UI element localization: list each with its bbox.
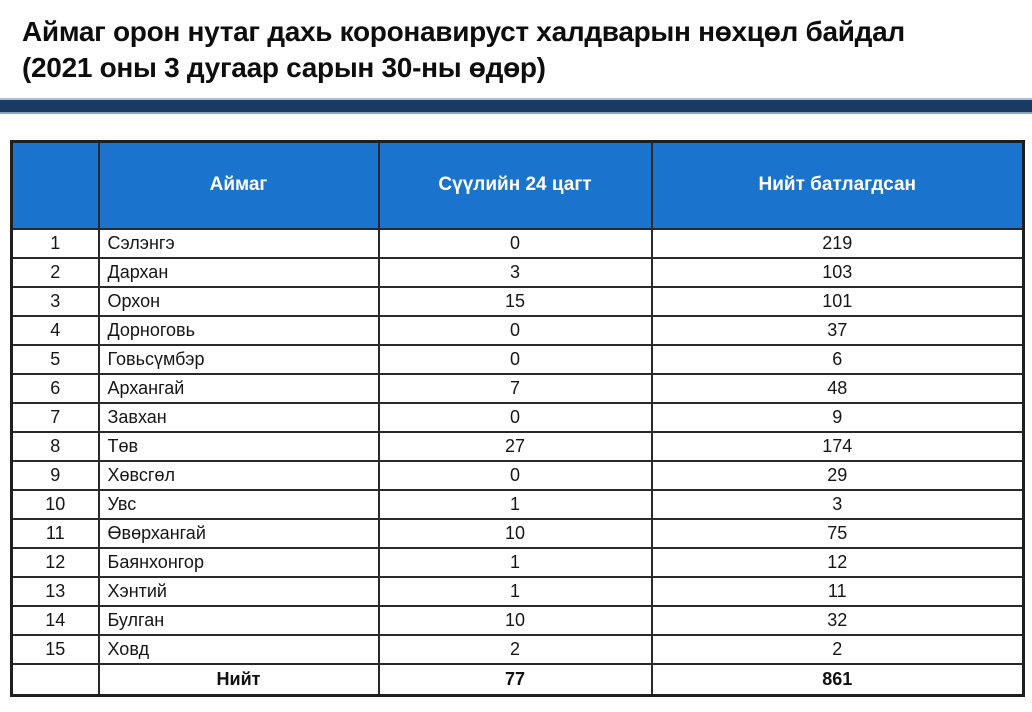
- row-number-column-header: [10, 140, 100, 231]
- row-number: 7: [10, 402, 100, 434]
- aimag-name: Хэнтий: [97, 576, 380, 608]
- total-row-label: Нийт: [97, 663, 380, 697]
- table-row: 9 Хөвсгөл 0 29: [10, 460, 1025, 492]
- total-row-empty-cell: [10, 663, 100, 697]
- aimag-name: Сэлэнгэ: [97, 228, 380, 260]
- row-number: 10: [10, 489, 100, 521]
- table-row: 5 Говьсүмбэр 0 6: [10, 344, 1025, 376]
- last24-value: 0: [377, 344, 653, 376]
- aimag-name: Булган: [97, 605, 380, 637]
- table-row: 1 Сэлэнгэ 0 219: [10, 228, 1025, 260]
- total-confirmed-value: 37: [650, 315, 1025, 347]
- last24-value: 0: [377, 402, 653, 434]
- total-confirmed-value: 48: [650, 373, 1025, 405]
- row-number: 3: [10, 286, 100, 318]
- table-body: 1 Сэлэнгэ 0 219 2 Дархан 3 103 3 Орхон 15 101 4 Дорно…: [10, 228, 1025, 666]
- table-row: 10 Увс 1 3: [10, 489, 1025, 521]
- last24-value: 15: [377, 286, 653, 318]
- aimag-name: Төв: [97, 431, 380, 463]
- last24-value: 1: [377, 489, 653, 521]
- table-row: 8 Төв 27 174: [10, 431, 1025, 463]
- title-block: Аймаг орон нутаг дахь коронавируст халдв…: [0, 0, 1032, 86]
- aimag-column-header: Аймаг: [97, 140, 380, 231]
- table-header-row: Аймаг Сүүлийн 24 цагт Нийт батлагдсан: [10, 140, 1025, 231]
- row-number: 9: [10, 460, 100, 492]
- row-number: 15: [10, 634, 100, 666]
- row-number: 6: [10, 373, 100, 405]
- table-row: 4 Дорноговь 0 37: [10, 315, 1025, 347]
- total-confirmed-value: 9: [650, 402, 1025, 434]
- total-confirmed-column-header: Нийт батлагдсан: [650, 140, 1025, 231]
- slide-title-line1: Аймаг орон нутаг дахь коронавируст халдв…: [22, 16, 905, 47]
- total-confirmed-value: 3: [650, 489, 1025, 521]
- aimag-name: Өвөрхангай: [97, 518, 380, 550]
- last24-value: 0: [377, 460, 653, 492]
- slide-title-line2: (2021 оны 3 дугаар сарын 30-ны өдөр): [22, 51, 546, 83]
- divider-bar: [0, 97, 1032, 114]
- total-confirmed-value: 29: [650, 460, 1025, 492]
- last24-value: 1: [377, 547, 653, 579]
- row-number: 2: [10, 257, 100, 289]
- table-row: 12 Баянхонгор 1 12: [10, 547, 1025, 579]
- row-number: 8: [10, 431, 100, 463]
- last24-value: 0: [377, 315, 653, 347]
- row-number: 4: [10, 315, 100, 347]
- aimag-name: Архангай: [97, 373, 380, 405]
- aimag-name: Завхан: [97, 402, 380, 434]
- table-row: 3 Орхон 15 101: [10, 286, 1025, 318]
- last24-value: 10: [377, 518, 653, 550]
- row-number: 11: [10, 518, 100, 550]
- total-confirmed-value: 101: [650, 286, 1025, 318]
- aimag-name: Орхон: [97, 286, 380, 318]
- aimag-name: Увс: [97, 489, 380, 521]
- table-row: 2 Дархан 3 103: [10, 257, 1025, 289]
- total-confirmed-value: 75: [650, 518, 1025, 550]
- aimag-name: Дорноговь: [97, 315, 380, 347]
- table-header: Аймаг Сүүлийн 24 цагт Нийт батлагдсан: [10, 140, 1025, 231]
- last24-column-header: Сүүлийн 24 цагт: [377, 140, 653, 231]
- total-confirmed-value: 6: [650, 344, 1025, 376]
- total-row-confirmed: 861: [650, 663, 1025, 697]
- total-confirmed-value: 32: [650, 605, 1025, 637]
- last24-value: 10: [377, 605, 653, 637]
- total-confirmed-value: 2: [650, 634, 1025, 666]
- last24-value: 0: [377, 228, 653, 260]
- table-row: 15 Ховд 2 2: [10, 634, 1025, 666]
- total-confirmed-value: 103: [650, 257, 1025, 289]
- table-row: 11 Өвөрхангай 10 75: [10, 518, 1025, 550]
- total-confirmed-value: 12: [650, 547, 1025, 579]
- table-row: 6 Архангай 7 48: [10, 373, 1025, 405]
- last24-value: 27: [377, 431, 653, 463]
- total-confirmed-value: 219: [650, 228, 1025, 260]
- last24-value: 2: [377, 634, 653, 666]
- total-confirmed-value: 11: [650, 576, 1025, 608]
- last24-value: 7: [377, 373, 653, 405]
- total-confirmed-value: 174: [650, 431, 1025, 463]
- aimag-name: Дархан: [97, 257, 380, 289]
- table-footer: Нийт 77 861: [10, 663, 1025, 697]
- row-number: 5: [10, 344, 100, 376]
- aimag-name: Хөвсгөл: [97, 460, 380, 492]
- row-number: 1: [10, 228, 100, 260]
- row-number: 14: [10, 605, 100, 637]
- aimag-name: Баянхонгор: [97, 547, 380, 579]
- aimag-name: Ховд: [97, 634, 380, 666]
- table-row: 7 Завхан 0 9: [10, 402, 1025, 434]
- table-row: 14 Булган 10 32: [10, 605, 1025, 637]
- last24-value: 3: [377, 257, 653, 289]
- last24-value: 1: [377, 576, 653, 608]
- total-row-last24: 77: [377, 663, 653, 697]
- table-row: 13 Хэнтий 1 11: [10, 576, 1025, 608]
- total-row: Нийт 77 861: [10, 663, 1025, 697]
- aimag-name: Говьсүмбэр: [97, 344, 380, 376]
- row-number: 12: [10, 547, 100, 579]
- row-number: 13: [10, 576, 100, 608]
